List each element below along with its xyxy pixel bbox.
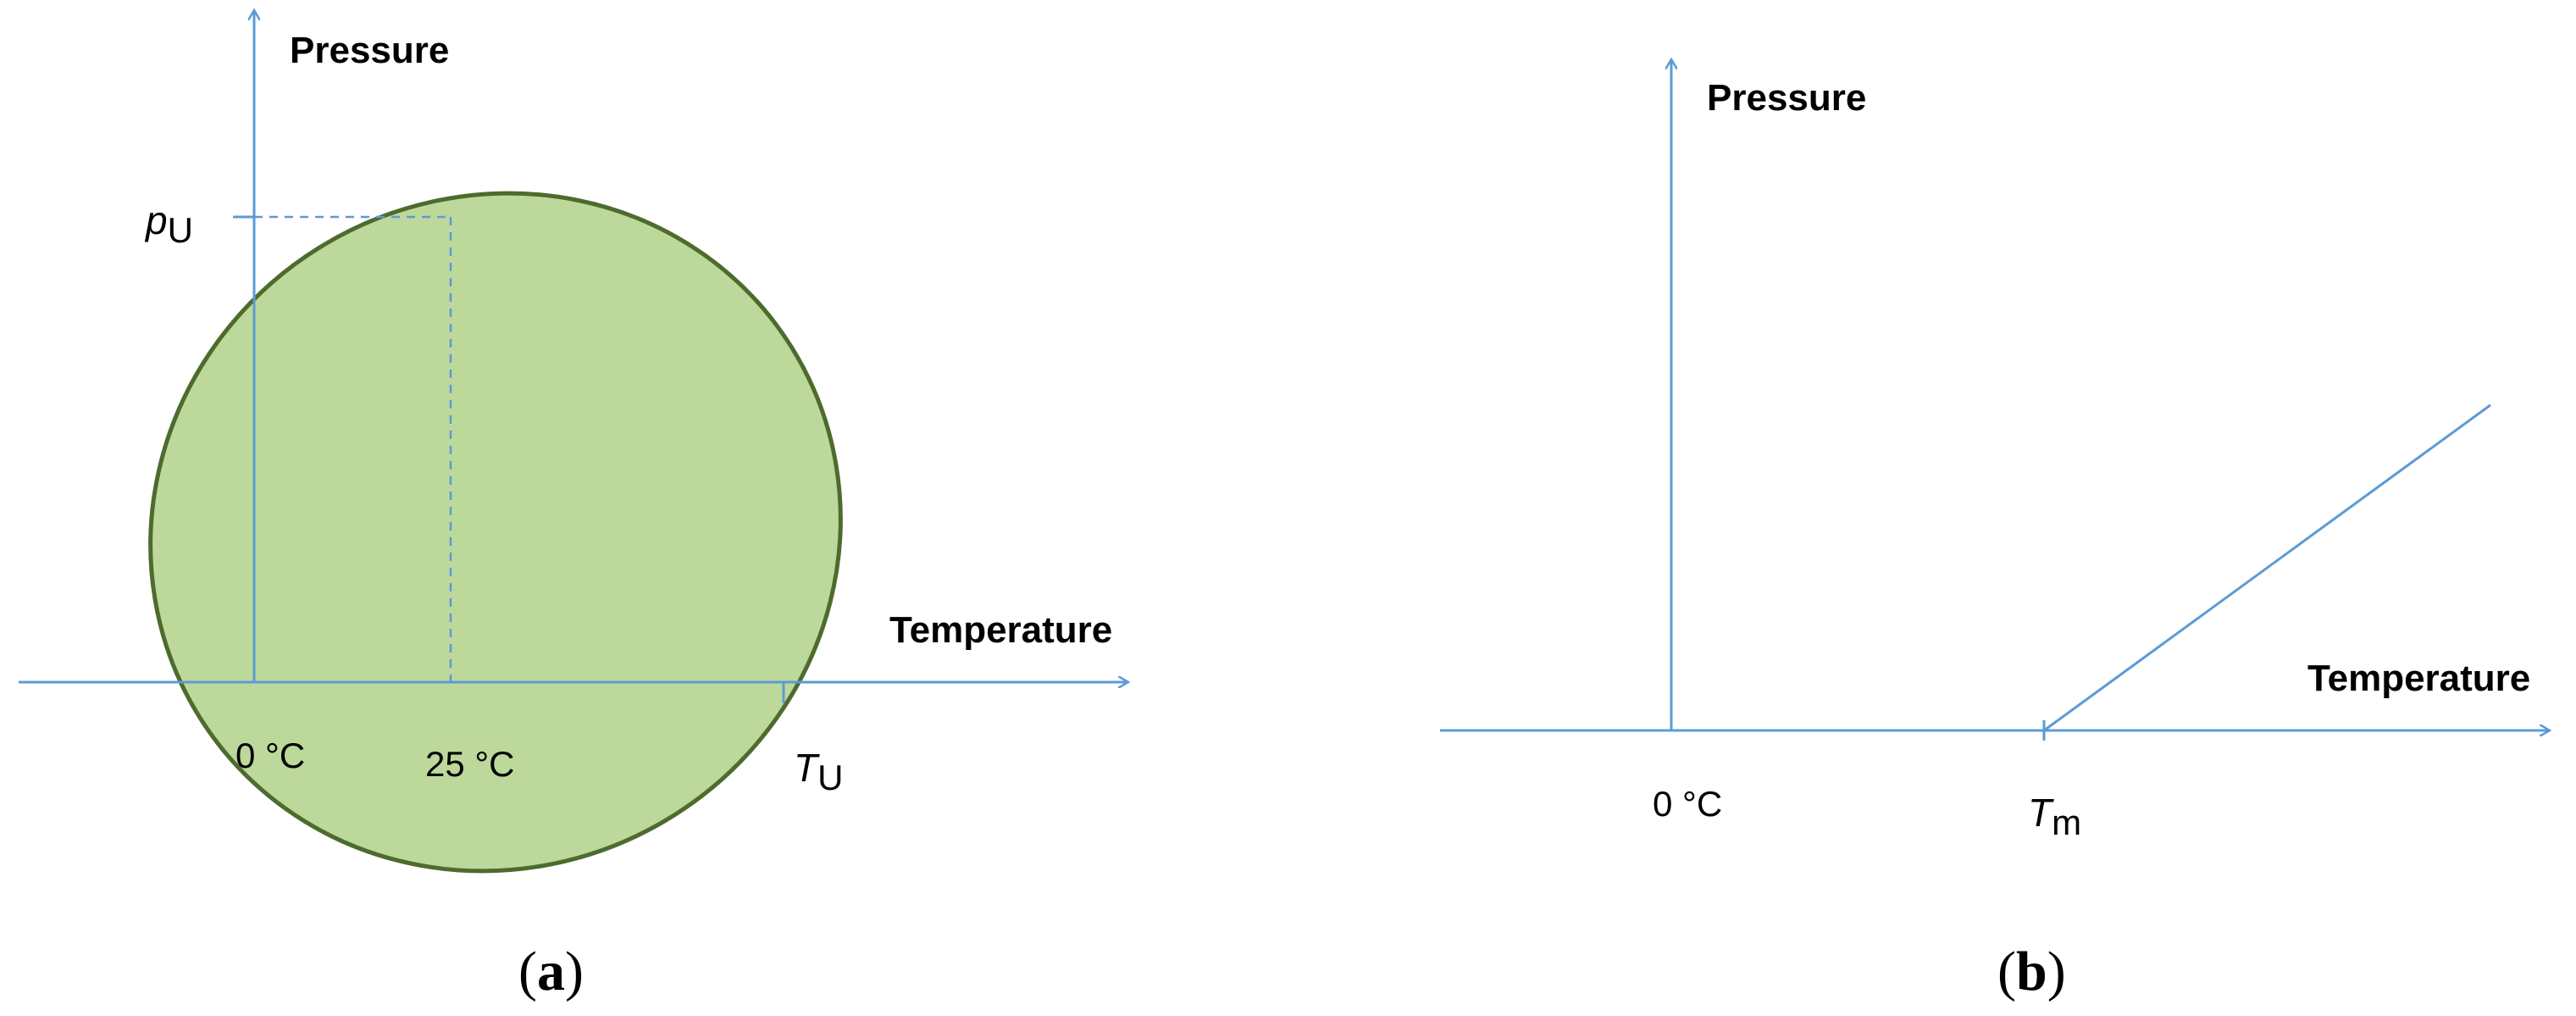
y-axis-label-b: Pressure bbox=[1707, 77, 1866, 119]
melting-line bbox=[2043, 403, 2491, 732]
temperature-limit-label: TU bbox=[794, 746, 843, 797]
tick-label-25c: 25 °C bbox=[425, 744, 515, 784]
panel-caption-a: (a) bbox=[518, 941, 584, 1002]
tick-label-zero-a: 0 °C bbox=[235, 736, 305, 775]
pressure-limit-label: pU bbox=[144, 198, 193, 250]
operating-region-ellipse bbox=[148, 191, 843, 874]
panel-b: Pressure Temperature 0 °C Tm (b) bbox=[1440, 59, 2550, 1002]
x-axis-label-a: Temperature bbox=[889, 609, 1112, 651]
y-axis-label-a: Pressure bbox=[290, 30, 449, 71]
tick-label-zero-b: 0 °C bbox=[1653, 784, 1722, 824]
x-axis-label-b: Temperature bbox=[2307, 658, 2530, 699]
panel-caption-b: (b) bbox=[1997, 941, 2066, 1002]
panel-a: Pressure Temperature 0 °C 25 °C pU TU (a… bbox=[19, 10, 1128, 1002]
melting-temperature-label: Tm bbox=[2028, 791, 2081, 842]
